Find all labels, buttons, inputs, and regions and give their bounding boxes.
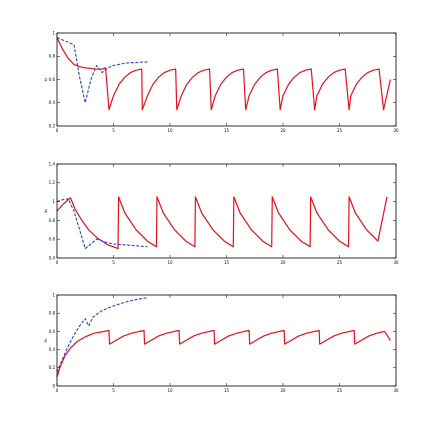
plot-frame — [56, 294, 397, 387]
x-tick-label: 5 — [112, 260, 115, 265]
x-tick-label: 20 — [280, 388, 286, 393]
y-axis-label: x₁ — [43, 77, 48, 81]
series-line-1 — [56, 37, 391, 111]
series-line-2 — [56, 198, 148, 250]
x-tick-label: 20 — [280, 128, 286, 133]
series-line-1 — [56, 329, 391, 378]
y-tick-label: 0.6 — [49, 237, 56, 242]
x-tick-label: 25 — [337, 388, 343, 393]
x-tick-label: 0 — [56, 128, 59, 133]
y-tick-label: 1.2 — [49, 180, 56, 185]
x-tick-label: 30 — [393, 128, 399, 133]
y-tick-label: 0 — [52, 383, 55, 388]
x-tick-label: 10 — [167, 260, 173, 265]
y-axis-label: x₃ — [43, 338, 48, 342]
y-tick-label: 0.8 — [49, 311, 56, 316]
panel-3: 0 5 10 15 20 25 30 0 0.2 0.4 0.6 0.8 1 x₃ — [43, 292, 399, 393]
x-tick-label: 10 — [167, 128, 173, 133]
x-tick-label: 20 — [280, 260, 286, 265]
panel-1: 0 5 10 15 20 25 30 0.2 0.4 0.6 0.8 1 x₁ — [43, 30, 399, 133]
series-line-2 — [56, 37, 148, 104]
y-axis-label: x₂ — [43, 209, 48, 213]
x-tick-label: 10 — [167, 388, 173, 393]
x-tick-label: 0 — [56, 260, 59, 265]
y-tick-label: 0.4 — [49, 347, 56, 352]
x-tick-label: 30 — [393, 260, 399, 265]
y-tick-label: 0.4 — [49, 255, 56, 260]
plot-frame — [56, 32, 397, 127]
x-tick-label: 15 — [224, 260, 230, 265]
y-tick-label: 0.4 — [49, 100, 56, 105]
y-tick-label: 1 — [52, 30, 55, 35]
x-tick-label: 25 — [337, 128, 343, 133]
y-tick-label: 0.8 — [49, 218, 56, 223]
y-tick-label: 1 — [52, 292, 55, 297]
y-tick-label: 0.2 — [49, 365, 56, 370]
x-tick-label: 0 — [56, 388, 59, 393]
series-line-2 — [56, 297, 148, 373]
y-tick-label: 0.2 — [49, 123, 56, 128]
x-tick-label: 25 — [337, 260, 343, 265]
y-tick-label: 1 — [52, 199, 55, 204]
x-tick-label: 30 — [393, 388, 399, 393]
x-tick-label: 15 — [224, 388, 230, 393]
y-tick-label: 0.8 — [49, 54, 56, 59]
y-tick-label: 0.6 — [49, 329, 56, 334]
y-tick-label: 0.6 — [49, 77, 56, 82]
x-tick-label: 15 — [224, 128, 230, 133]
x-tick-label: 5 — [112, 128, 115, 133]
series-line-1 — [56, 196, 388, 250]
x-tick-label: 5 — [112, 388, 115, 393]
panel-2: 0 5 10 15 20 25 30 0.4 0.6 0.8 1 1.2 1.4 x₂ — [43, 161, 399, 265]
y-tick-label: 1.4 — [49, 161, 56, 166]
